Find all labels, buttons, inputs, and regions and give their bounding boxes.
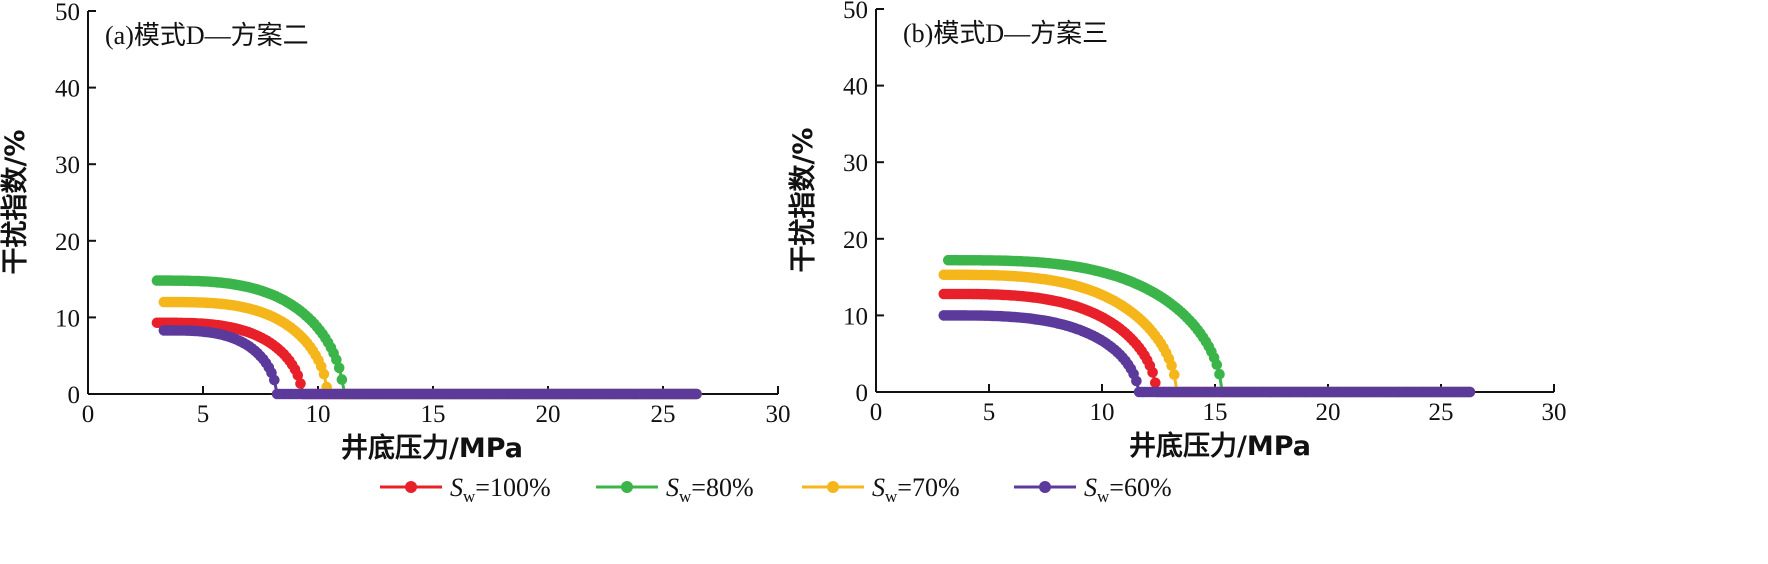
x-tick-label: 30 [1542, 399, 1567, 426]
legend-symbol: S [666, 473, 679, 502]
legend-marker [827, 481, 839, 493]
chart-panel-b: 0 10 20 30 40 50 0 5 10 15 20 25 30 (b)模式D—方案三井底压力/MP… [788, 0, 1567, 462]
y-tick-label: 30 [55, 152, 80, 179]
legend-marker [621, 481, 633, 493]
y-tick-label: 10 [55, 305, 80, 332]
x-tick-label: 5 [197, 401, 210, 428]
legend-label: Sw=70% [872, 473, 960, 506]
data-point [331, 354, 342, 366]
x-tick-label: 0 [82, 401, 95, 428]
data-point [1211, 359, 1223, 371]
data-point [318, 368, 330, 380]
series-Sw=70% [938, 269, 1476, 398]
y-tick-label: 0 [68, 382, 81, 409]
y-tick-label: 20 [55, 229, 80, 256]
legend-item: Sw=60% [1014, 473, 1172, 506]
legend-item: Sw=70% [802, 473, 960, 506]
data-point [1464, 386, 1476, 398]
x-tick-label: 10 [1090, 399, 1115, 426]
x-tick-label: 5 [983, 399, 996, 426]
legend-label: Sw=60% [1084, 473, 1172, 506]
legend-subscript: w [1097, 487, 1110, 506]
legend-symbol: S [872, 473, 885, 502]
y-axis-title: 干扰指数/% [788, 128, 819, 273]
x-tick-label: 15 [1203, 399, 1228, 426]
y-tick-label: 50 [55, 0, 80, 26]
legend-marker [405, 481, 417, 493]
legend-subscript: w [463, 487, 476, 506]
x-tick-label: 10 [306, 401, 331, 428]
y-tick-label: 0 [856, 380, 869, 407]
legend-label: Sw=80% [666, 473, 754, 506]
legend-subscript: w [679, 487, 692, 506]
legend-marker [1039, 481, 1051, 493]
y-tick-label: 40 [55, 76, 80, 103]
series-Sw=60% [938, 310, 1476, 398]
legend-symbol: S [450, 473, 463, 502]
legend-value: =100% [475, 473, 550, 502]
data-point [295, 378, 306, 389]
x-tick-label: 15 [421, 401, 446, 428]
data-point [1131, 375, 1142, 387]
y-tick-label: 30 [843, 150, 868, 177]
series-Sw=70% [158, 296, 702, 400]
legend-value: =70% [897, 473, 959, 502]
x-tick-label: 30 [766, 401, 791, 428]
data-point [1214, 368, 1225, 380]
x-axis-title: 井底压力/MPa [1129, 430, 1311, 462]
legend-item: Sw=100% [380, 473, 551, 506]
legend-symbol: S [1084, 473, 1097, 502]
x-tick-label: 20 [536, 401, 561, 428]
legend-value: =60% [1109, 473, 1171, 502]
data-point [691, 388, 702, 400]
y-tick-label: 20 [843, 227, 868, 254]
x-axis-title: 井底压力/MPa [341, 432, 523, 464]
panel-title: (a)模式D—方案二 [105, 21, 309, 50]
legend-subscript: w [885, 487, 898, 506]
data-point [1147, 367, 1158, 378]
chart-panel-a: 0 10 20 30 40 50 0 5 10 15 20 25 30 (a)模式D—方案二井底压力/MP… [0, 0, 791, 464]
x-tick-label: 0 [870, 399, 883, 426]
y-tick-label: 40 [843, 74, 868, 101]
data-point [333, 362, 345, 374]
legend: Sw=100% Sw=80% Sw=70% Sw=60% [380, 473, 1172, 506]
y-axis-title: 干扰指数/% [0, 130, 31, 275]
data-point [269, 374, 280, 386]
data-point [1150, 377, 1161, 389]
legend-item: Sw=80% [596, 473, 754, 506]
data-point [336, 374, 348, 385]
data-point [1169, 369, 1180, 381]
series-Sw=100% [151, 317, 701, 400]
series-Sw=60% [158, 325, 702, 400]
legend-label: Sw=100% [450, 473, 551, 506]
x-tick-label: 25 [1429, 399, 1454, 426]
x-tick-label: 20 [1316, 399, 1341, 426]
data-point [1166, 360, 1177, 371]
x-tick-label: 25 [651, 401, 676, 428]
data-point [292, 369, 304, 381]
y-tick-label: 10 [843, 303, 868, 330]
y-tick-label: 50 [843, 0, 868, 24]
legend-value: =80% [691, 473, 753, 502]
panel-title: (b)模式D—方案三 [903, 19, 1108, 48]
